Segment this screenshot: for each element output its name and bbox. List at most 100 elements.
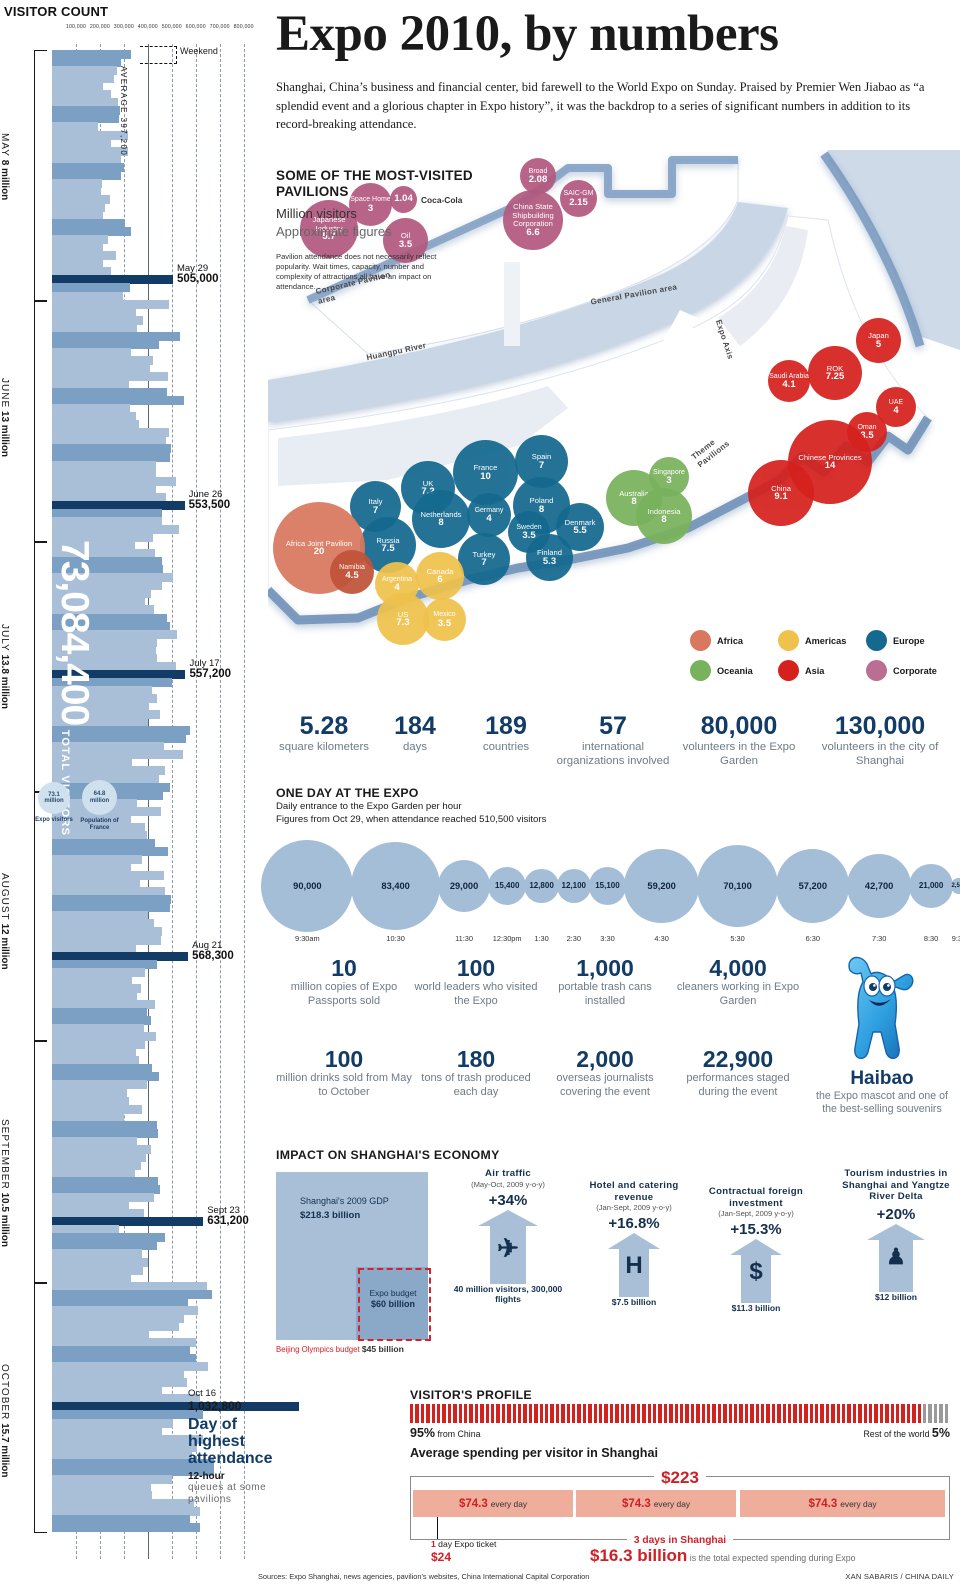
day-amount: $74.3 [808,1497,838,1510]
hourly-bubble: 29,000 [437,859,491,913]
peak-date: Sept 23 [207,1205,240,1217]
visitor-day-bar [52,476,176,486]
stat-number: 80,000 [700,712,778,740]
visitor-day-bar [52,219,126,229]
legend-item[interactable]: Asia [778,660,866,681]
olympics-budget-label: Beijing Olympics budget [276,1345,360,1354]
pavilion-bubble[interactable]: Saudi Arabia 4.1 [768,360,810,402]
pavilion-bubble[interactable]: Germany 4 [467,493,511,537]
hourly-tick-label: 9:30am [295,934,320,943]
pavilion-bubble[interactable]: Finland 5.3 [526,534,573,581]
pavilion-bubble[interactable]: Japan 5 [856,318,901,363]
visitor-day-bar [52,1458,214,1468]
pavilion-bubble[interactable]: Mexico 3.5 [423,598,466,641]
visitor-day-bar [52,500,185,510]
legend-item[interactable]: Oceania [690,660,778,681]
economy-heading: IMPACT ON SHANGHAI'S ECONOMY [276,1148,500,1162]
visitor-day-bar [52,718,148,728]
month-label: JULY 13.8 million [0,624,10,709]
visitor-origin-tick [523,1404,527,1423]
visitor-day-bar [52,565,164,575]
pavilion-bubble[interactable]: China 9.1 [748,460,814,526]
visitor-origin-tick [674,1404,678,1423]
visitor-day-bar [52,629,178,639]
visitor-day-bar [52,1032,156,1042]
dollar-icon: $ [749,1258,763,1286]
visitor-day-bar [52,211,103,220]
hourly-tick-label: 1:30 [534,934,549,943]
legend-item[interactable]: Americas [778,630,866,651]
visitor-day-bar [52,227,131,237]
visitor-day-bar [52,677,173,687]
stat-number: 130,000 [834,712,926,740]
comparison-caption: Population of France [80,818,119,831]
visitor-day-bar [52,943,136,953]
peak-callout: Sept 23 631,200 [207,1205,249,1227]
visitor-day-bar [52,396,184,406]
legend-label: Americas [805,635,847,646]
visitor-day-bar [52,774,160,784]
spending-total: $223 [654,1468,706,1487]
pavilion-name: US [397,609,409,619]
pavilion-bubble[interactable]: SAIC-GM 2.15 [560,180,597,217]
total-spending-line: $16.3 billion is the total expected spen… [590,1546,856,1566]
oneday-heading: ONE DAY AT THE EXPO [276,786,419,800]
pavilion-bubble[interactable]: Oil 3.5 [383,218,428,263]
pavilion-bubble[interactable]: Namibia 4.5 [330,550,374,594]
peak-value: 557,200 [189,667,232,680]
record-headline: Day of highest attendance [188,1416,273,1468]
visitor-origin-tick [647,1404,651,1423]
legend-item[interactable]: Africa [690,630,778,651]
pavilion-bubble[interactable]: Indonesia 8 [636,488,692,544]
pavilion-value: 10 [480,470,491,482]
pavilion-bubble[interactable]: Netherlands 8 [412,490,470,548]
axis-tick-label: 300,000 [113,24,134,30]
visitor-origin-tick [550,1404,554,1423]
pavilion-bubble[interactable]: China State Shipbuilding Corporation 6.6 [503,190,563,250]
pavilion-bubble[interactable]: Space Home 3 [349,183,392,226]
hourly-bubble: 12,100 [556,869,591,903]
pavilion-bubble[interactable]: Canada 6 [416,552,464,600]
pavilions-sub1: Million visitors [276,206,357,221]
pavilion-bubble[interactable]: US 7.3 [377,593,429,645]
visitor-day-bar [52,363,150,373]
visitor-day-bar [52,669,186,679]
visitor-day-bar [52,983,141,993]
pavilion-bubble[interactable]: 1.04 [390,186,417,213]
legend-item[interactable]: Corporate [866,660,954,681]
visitor-day-bar [52,90,112,100]
legend-item[interactable]: Europe [866,630,954,651]
pavilion-bubble[interactable]: Turkey 7 [458,533,510,585]
visitor-day-bar [52,468,156,478]
credit-line: XAN SABARIS / CHINA DAILY [845,1572,954,1581]
total-spending-note: is the total expected spending during Ex… [689,1553,856,1563]
visitor-day-bar [52,1007,148,1017]
visitor-day-bar [52,1490,152,1500]
visitor-day-bar [52,935,162,945]
expo-budget-label: Expo budget [369,1288,417,1298]
ticket-label: 1 day Expo ticket [431,1539,496,1549]
pavilion-bubble[interactable]: Broad 2.08 [520,158,556,194]
pavilion-name: ROK [826,363,844,373]
visitor-origin-tick [528,1404,533,1423]
visitor-day-bar [52,1402,300,1412]
chart-title: VISITOR COUNT [4,4,109,19]
hourly-bubble: 12,800 [524,868,559,904]
visitor-origin-tick [890,1404,894,1423]
visitor-day-bar [52,154,122,164]
visitor-day-bar [52,645,157,655]
stat-item: 22,900 performances staged during the eve… [670,1046,806,1099]
visitor-origin-tick [491,1404,495,1423]
peak-value: 553,500 [188,498,231,511]
pavilion-name: Coca-Cola [421,194,463,205]
pavilion-bubble[interactable]: Japanese Industry 5.7 [300,200,358,258]
pavilion-name: Poland [529,496,554,505]
pavilion-value: 20 [313,546,325,557]
visitor-origin-tick [572,1404,576,1423]
hourly-tick-label: 11:30 [455,934,474,943]
pavilion-bubble[interactable]: ROK 7.25 [808,346,862,400]
pavilion-name: Mexico [433,611,456,618]
visitor-day-bar [52,1241,157,1251]
comparison-unit: million [89,797,110,804]
comparison-unit: million [44,798,64,804]
